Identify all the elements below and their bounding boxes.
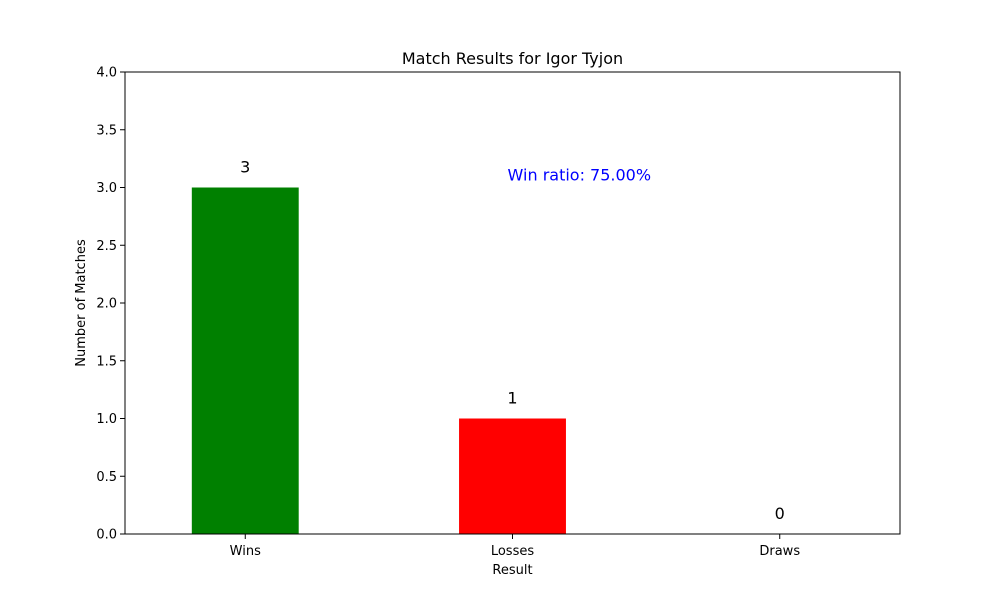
x-axis-label: Result <box>492 563 532 578</box>
win-ratio-annotation: Win ratio: 75.00% <box>508 166 652 185</box>
bar-labels-group: 3 1 0 <box>240 158 785 524</box>
y-tick-label: 3.5 <box>96 123 117 138</box>
y-tick-label: 2.0 <box>96 297 117 312</box>
x-tick-label-wins: Wins <box>230 544 261 559</box>
y-tick-label: 4.0 <box>96 66 117 81</box>
y-axis-label: Number of Matches <box>74 239 89 367</box>
y-axis-ticks: 0.0 0.5 1.0 1.5 2.0 2.5 3.0 3.5 4.0 <box>96 66 125 543</box>
y-tick-label: 3.0 <box>96 181 117 196</box>
y-tick-label: 1.0 <box>96 412 117 427</box>
bar-value-label-draws: 0 <box>775 504 785 523</box>
y-tick-label: 1.5 <box>96 354 117 369</box>
bar-value-label-losses: 1 <box>507 389 517 408</box>
x-tick-label-draws: Draws <box>759 544 800 559</box>
x-axis-ticks: Wins Losses Draws <box>230 534 800 559</box>
bars-group <box>191 187 566 534</box>
bar-losses <box>459 418 566 534</box>
bar-wins <box>191 187 299 534</box>
y-tick-label: 0.0 <box>96 528 117 543</box>
bar-value-label-wins: 3 <box>240 158 250 177</box>
y-tick-label: 0.5 <box>96 470 117 485</box>
y-tick-label: 2.5 <box>96 239 117 254</box>
x-tick-label-losses: Losses <box>491 544 535 559</box>
chart-title: Match Results for Igor Tyjon <box>402 49 623 68</box>
